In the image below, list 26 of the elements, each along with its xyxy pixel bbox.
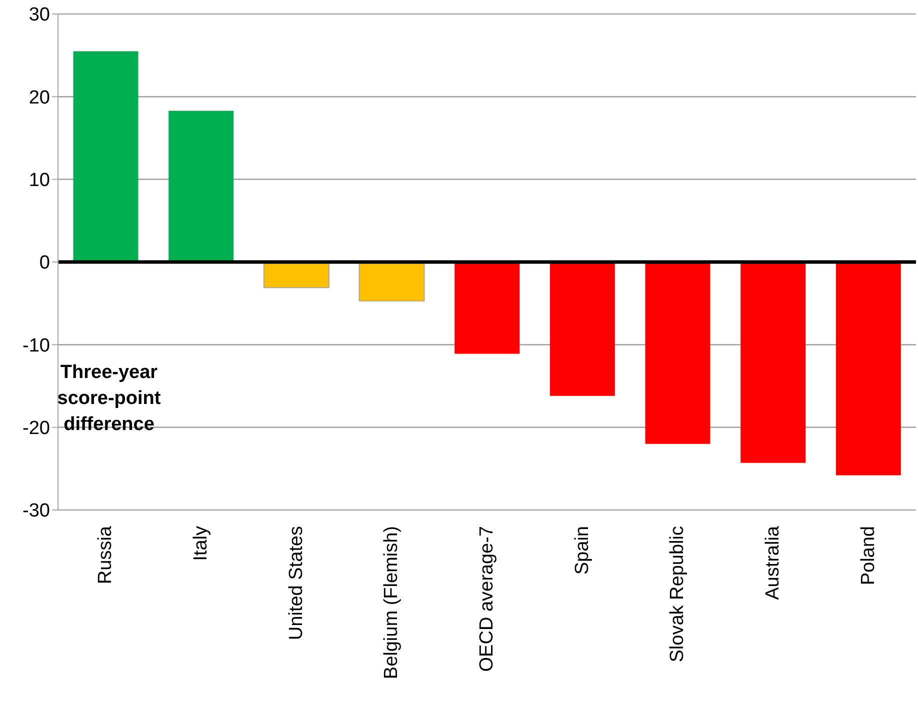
- x-tick-label: Italy: [190, 526, 212, 561]
- x-tick-label: United States: [286, 526, 307, 640]
- x-tick-label: Slovak Republic: [667, 526, 688, 662]
- y-axis-title: Three-year score-point difference: [57, 362, 161, 435]
- x-tick-label: Russia: [95, 526, 116, 584]
- y-tick-label: 20: [28, 87, 50, 108]
- bar: [740, 262, 806, 463]
- x-tick-label: Poland: [858, 526, 879, 586]
- y-tick-label: 0: [39, 252, 50, 274]
- bar: [836, 262, 901, 476]
- y-tick-label: 10: [28, 170, 50, 192]
- bar: [73, 51, 138, 262]
- bar: [358, 262, 425, 302]
- x-tick-label: OECD average-7: [476, 526, 498, 672]
- x-tick-label: Belgium (Flemish): [381, 526, 402, 680]
- y-tick-label: 30: [28, 4, 50, 26]
- bar: [645, 262, 710, 444]
- x-tick-label: Australia: [762, 526, 784, 600]
- y-tick-label: -10: [22, 335, 50, 356]
- bar: [454, 262, 520, 354]
- bar: [168, 110, 234, 262]
- y-tick-label: -20: [22, 418, 50, 440]
- bar: [550, 262, 615, 396]
- x-tick-label: Spain: [572, 526, 593, 575]
- y-tick-label: -30: [22, 500, 50, 522]
- bar: [263, 262, 330, 288]
